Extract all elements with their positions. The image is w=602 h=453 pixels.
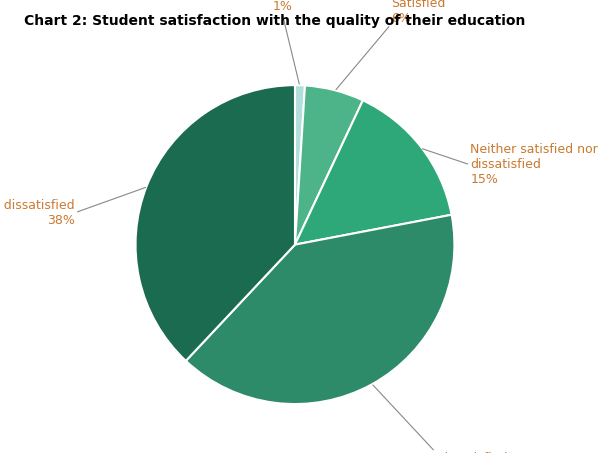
Wedge shape — [135, 85, 295, 361]
Text: Dissatisfied
40%: Dissatisfied 40% — [435, 452, 508, 453]
Wedge shape — [295, 101, 452, 245]
Wedge shape — [186, 215, 455, 404]
Text: Chart 2: Student satisfaction with the quality of their education: Chart 2: Student satisfaction with the q… — [24, 14, 526, 28]
Text: Neither satisfied nor
dissatisfied
15%: Neither satisfied nor dissatisfied 15% — [470, 144, 598, 186]
Wedge shape — [295, 85, 305, 245]
Text: Very dissatisfied
38%: Very dissatisfied 38% — [0, 199, 75, 227]
Text: Satisfied
6%: Satisfied 6% — [391, 0, 445, 24]
Wedge shape — [295, 86, 363, 245]
Text: Very satisfied
1%: Very satisfied 1% — [240, 0, 324, 14]
